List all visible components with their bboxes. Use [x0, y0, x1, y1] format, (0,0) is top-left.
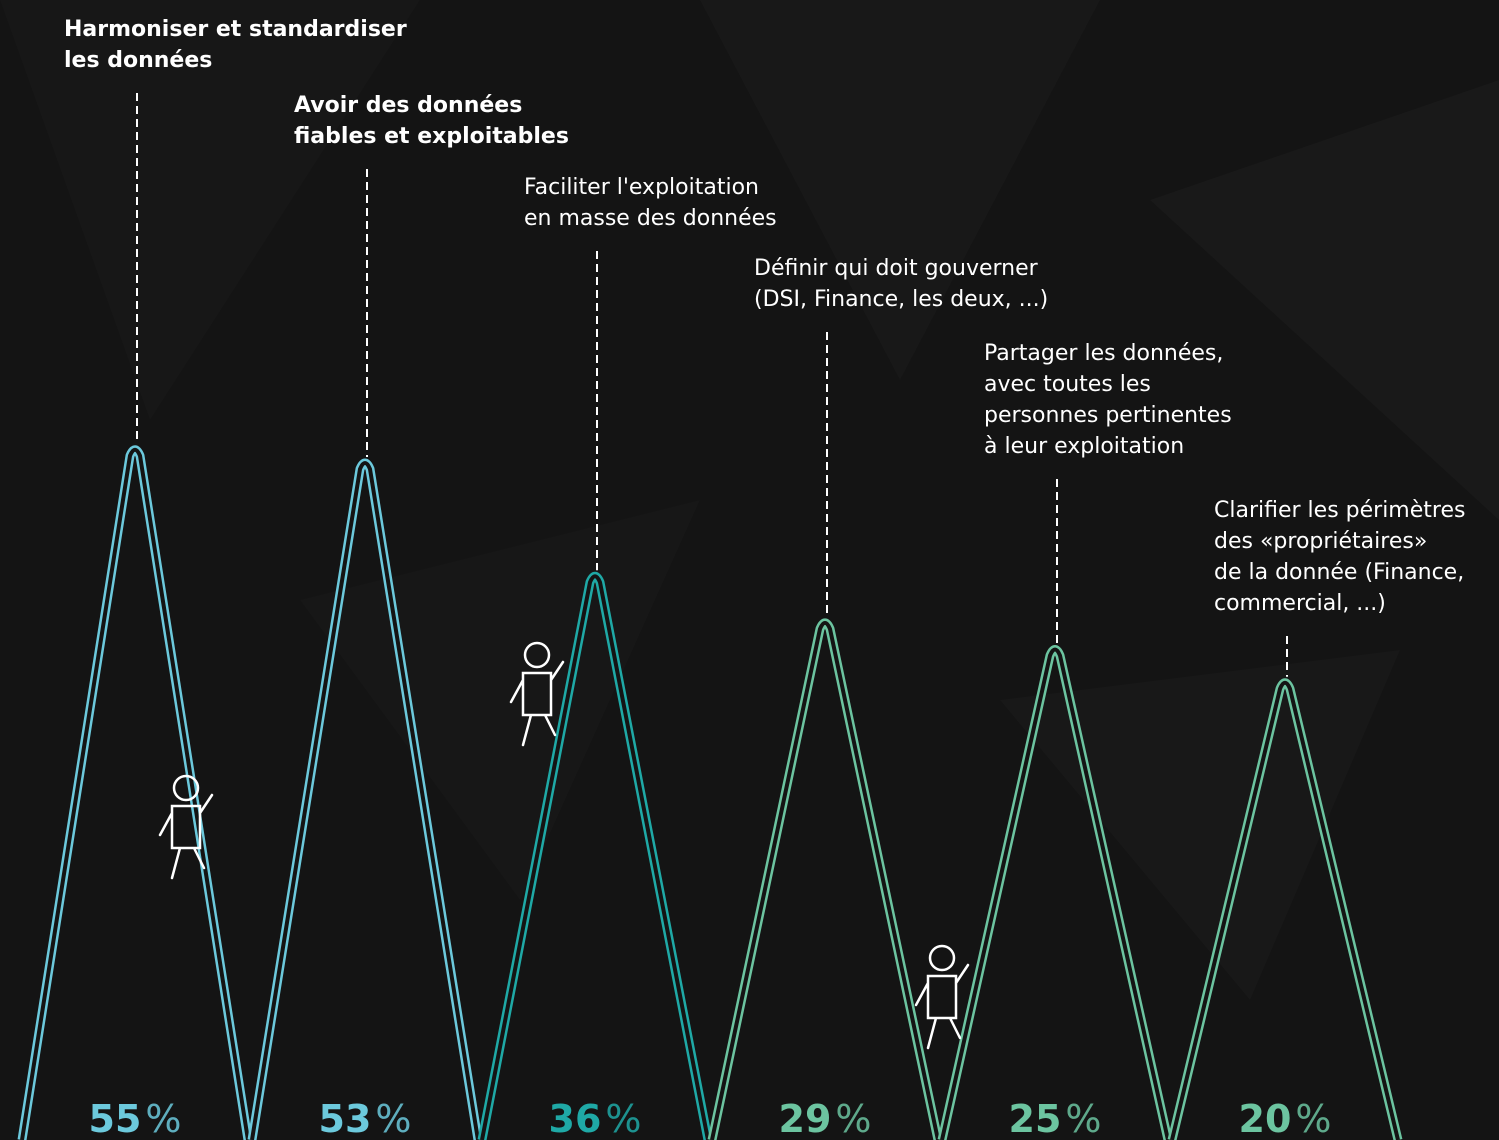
label-line: (DSI, Finance, les deux, ...): [754, 287, 1048, 312]
value-number: 55: [89, 1097, 142, 1140]
category-label: Harmoniser et standardiser les données: [64, 17, 407, 73]
label-line: fiables et exploitables: [294, 124, 569, 149]
peak-inner: [480, 574, 710, 1140]
value-label: 29%: [779, 1097, 872, 1140]
peak-inner: [710, 620, 940, 1140]
label-line: Clarifier les périmètres: [1214, 498, 1465, 523]
value-number: 25: [1009, 1097, 1062, 1140]
category-label: Partager les données, avec toutes les pers…: [984, 341, 1232, 459]
value-label: 25%: [1009, 1097, 1102, 1140]
peak-inner: [250, 461, 480, 1140]
value-unit: %: [605, 1097, 641, 1140]
category-label: Avoir des données fiables et exploitables: [294, 93, 569, 149]
climber-figure: [509, 641, 565, 747]
figure-body: [158, 793, 214, 880]
category-label: Définir qui doit gouverner (DSI, Finance,…: [754, 256, 1048, 312]
climber-figure: [914, 944, 970, 1050]
label-line: avec toutes les: [984, 372, 1151, 397]
value-unit: %: [375, 1097, 411, 1140]
label-line: Avoir des données: [294, 93, 522, 118]
peak-inner: [940, 647, 1170, 1140]
figure-head: [523, 641, 551, 669]
value-label: 55%: [89, 1097, 182, 1140]
label-line: Partager les données,: [984, 341, 1223, 366]
label-line: à leur exploitation: [984, 434, 1184, 459]
label-line: commercial, ...): [1214, 591, 1386, 616]
bg-shape: [0, 0, 420, 420]
bg-shape: [1150, 80, 1499, 520]
value-label: 53%: [319, 1097, 412, 1140]
category-label: Faciliter l'exploitation en masse des don…: [524, 175, 777, 231]
value-number: 29: [779, 1097, 832, 1140]
figure-head: [172, 774, 200, 802]
figure-head: [928, 944, 956, 972]
value-unit: %: [1295, 1097, 1331, 1140]
label-line: de la donnée (Finance,: [1214, 560, 1464, 585]
value-unit: %: [145, 1097, 181, 1140]
label-line: des «propriétaires»: [1214, 529, 1427, 554]
value-number: 36: [549, 1097, 602, 1140]
label-line: Faciliter l'exploitation: [524, 175, 759, 200]
category-label: Clarifier les périmètres des «propriétair…: [1214, 498, 1465, 616]
value-unit: %: [835, 1097, 871, 1140]
climber-figure: [158, 774, 214, 880]
value-label: 20%: [1239, 1097, 1332, 1140]
label-line: personnes pertinentes: [984, 403, 1232, 428]
label-line: en masse des données: [524, 206, 777, 231]
figure-body: [509, 660, 565, 747]
label-line: Harmoniser et standardiser: [64, 17, 407, 42]
bg-shape: [700, 0, 1100, 380]
value-unit: %: [1065, 1097, 1101, 1140]
value-number: 20: [1239, 1097, 1292, 1140]
figure-body: [914, 963, 970, 1050]
label-line: Définir qui doit gouverner: [754, 256, 1039, 281]
value-number: 53: [319, 1097, 372, 1140]
peak-inner: [1170, 680, 1400, 1140]
peak-inner: [20, 447, 250, 1140]
value-label: 36%: [549, 1097, 642, 1140]
label-line: les données: [64, 48, 212, 73]
